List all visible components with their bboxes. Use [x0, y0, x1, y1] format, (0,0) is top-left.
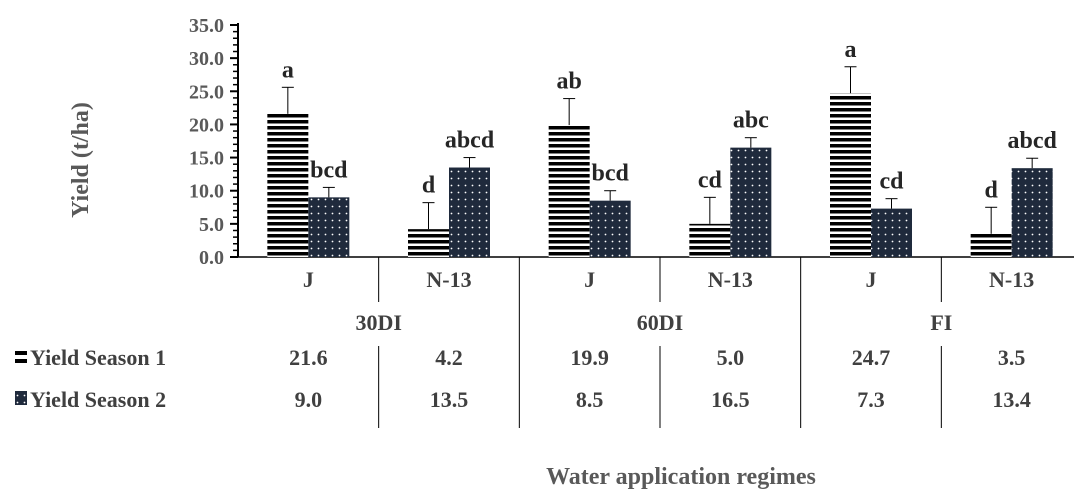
bar-season-2 — [730, 147, 772, 257]
y-tick-label: 10.0 — [189, 181, 224, 203]
table-value: 24.7 — [852, 345, 891, 370]
significance-label: cd — [698, 167, 723, 193]
bar-season-1 — [408, 229, 449, 257]
x-category-label: J — [866, 267, 877, 292]
legend-key-season-1 — [15, 359, 27, 363]
x-category-label: N-13 — [989, 267, 1034, 292]
x-category-label: J — [303, 267, 314, 292]
bar-season-2 — [308, 197, 350, 257]
bar-season-1 — [267, 113, 309, 257]
table-value: 16.5 — [711, 387, 750, 412]
y-tick-label: 30.0 — [189, 48, 224, 70]
table-value: 7.3 — [857, 387, 885, 412]
significance-label: ab — [556, 69, 581, 95]
x-group-label: 60DI — [637, 310, 683, 335]
significance-label: d — [984, 177, 998, 203]
significance-label: a — [845, 37, 857, 63]
bar-season-1 — [689, 223, 731, 257]
y-tick-label: 0.0 — [199, 247, 224, 269]
table-value: 8.5 — [576, 387, 604, 412]
table-value: 13.5 — [430, 387, 469, 412]
significance-label: a — [282, 57, 294, 83]
table-value: 19.9 — [570, 345, 609, 370]
bar-season-2 — [589, 200, 631, 257]
table-value: 5.0 — [717, 345, 745, 370]
legend-label: Yield Season 1 — [30, 345, 166, 370]
table-value: 9.0 — [295, 387, 323, 412]
y-axis: 0.0 5.0 10.0 15.0 20.0 25.0 30.0 35.0 — [189, 15, 239, 269]
table-value: 21.6 — [289, 345, 328, 370]
bar-season-1 — [548, 125, 590, 257]
table-value: 13.4 — [992, 387, 1031, 412]
y-tick-label: 25.0 — [189, 81, 224, 103]
legend-key-season-1 — [15, 351, 27, 355]
x-category-label: N-13 — [708, 267, 753, 292]
x-group-label: FI — [930, 310, 952, 335]
significance-label: cd — [880, 169, 905, 195]
legend-key-season-2 — [15, 391, 27, 405]
bar-season-2 — [1011, 168, 1053, 257]
y-tick-label: 5.0 — [199, 214, 224, 236]
significance-label: bcd — [310, 157, 348, 183]
bar-season-2 — [449, 167, 490, 257]
table-value: 3.5 — [998, 345, 1026, 370]
significance-label: d — [422, 173, 436, 199]
y-tick-label: 35.0 — [189, 15, 224, 37]
legend-label: Yield Season 2 — [30, 387, 166, 412]
significance-label: abc — [733, 108, 769, 134]
x-category-label: J — [584, 267, 595, 292]
y-axis-title: Yield (t/ha) — [68, 102, 94, 218]
x-axis-title: Water application regimes — [546, 464, 816, 490]
bar-season-1 — [830, 93, 871, 257]
table-value: 4.2 — [435, 345, 463, 370]
significance-label: bcd — [591, 161, 629, 187]
data-table: J N-13 J N-13 J N-13 30DI 60DI FI Yield Season 1 2… — [15, 257, 1034, 428]
significance-label: abcd — [445, 128, 495, 154]
significance-label: abcd — [1007, 128, 1057, 154]
x-group-label: 30DI — [355, 310, 401, 335]
bar-season-1 — [970, 233, 1012, 257]
y-tick-label: 20.0 — [189, 114, 224, 136]
y-tick-label: 15.0 — [189, 148, 224, 170]
x-category-label: N-13 — [426, 267, 471, 292]
bar-season-2 — [871, 208, 912, 257]
